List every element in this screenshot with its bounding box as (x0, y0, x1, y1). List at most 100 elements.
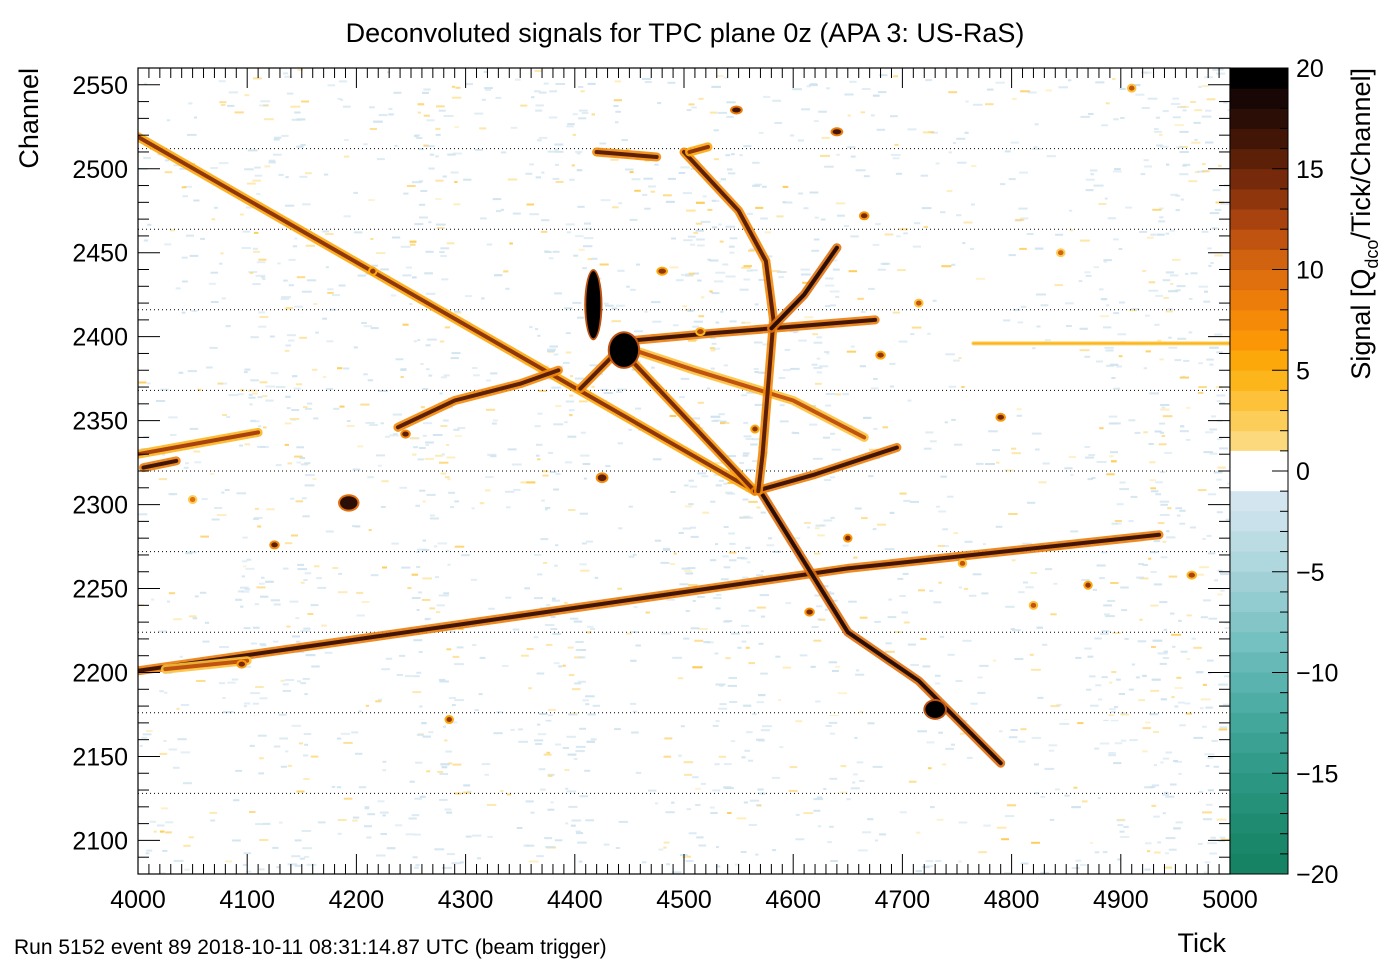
noise-pixel (715, 543, 719, 546)
noise-pixel (1020, 217, 1029, 220)
noise-pixel (1209, 452, 1218, 455)
noise-pixel (574, 682, 582, 685)
noise-pixel (745, 546, 751, 549)
noise-pixel (741, 624, 749, 627)
noise-pixel (1099, 742, 1110, 745)
noise-pixel (256, 193, 261, 195)
noise-pixel (1011, 452, 1021, 455)
noise-pixel (931, 131, 938, 134)
noise-pixel (521, 654, 529, 657)
noise-pixel (743, 435, 752, 438)
noise-pixel (762, 185, 767, 188)
noise-pixel (465, 83, 473, 86)
noise-pixel (419, 795, 426, 798)
color-scale-bin (1230, 249, 1288, 270)
noise-pixel (218, 682, 226, 685)
noise-pixel (999, 730, 1003, 733)
noise-pixel (726, 115, 734, 118)
noise-pixel (381, 480, 389, 483)
noise-pixel (294, 111, 301, 114)
noise-pixel (963, 587, 969, 590)
noise-pixel (567, 123, 575, 126)
noise-pixel (771, 776, 781, 779)
noise-pixel (255, 686, 264, 688)
noise-pixel (1070, 530, 1079, 533)
noise-pixel (440, 376, 447, 379)
noise-pixel (1210, 836, 1216, 839)
noise-pixel (858, 849, 868, 852)
noise-pixel (1020, 728, 1027, 731)
noise-pixel (944, 421, 948, 424)
color-scale-bin (1230, 430, 1288, 452)
deposit-core (877, 352, 884, 358)
noise-pixel (825, 277, 834, 280)
noise-pixel (899, 492, 907, 495)
noise-pixel (778, 276, 784, 279)
noise-pixel (742, 498, 749, 501)
noise-pixel (748, 500, 758, 503)
noise-pixel (682, 527, 692, 530)
noise-pixel (1034, 247, 1044, 250)
noise-pixel (848, 600, 857, 603)
noise-pixel (438, 109, 446, 112)
noise-pixel (284, 443, 289, 446)
noise-pixel (164, 243, 172, 246)
noise-pixel (187, 370, 197, 373)
noise-pixel (785, 602, 792, 605)
noise-pixel (413, 639, 423, 642)
noise-pixel (846, 350, 857, 353)
noise-pixel (433, 545, 438, 548)
noise-pixel (173, 618, 182, 621)
noise-pixel (1064, 302, 1074, 305)
noise-pixel (731, 632, 740, 635)
color-scale-bin (1230, 148, 1288, 170)
noise-pixel (884, 548, 895, 551)
noise-pixel (923, 447, 932, 450)
noise-pixel (477, 857, 481, 860)
noise-pixel (1155, 481, 1163, 484)
z-tick-label: 15 (1296, 156, 1324, 184)
noise-pixel (253, 250, 260, 253)
noise-pixel (603, 843, 610, 846)
noise-pixel (719, 240, 724, 243)
noise-pixel (726, 101, 736, 104)
noise-pixel (825, 305, 831, 308)
noise-pixel (591, 113, 595, 116)
x-axis-label: Tick (1178, 928, 1227, 958)
noise-pixel (205, 621, 210, 624)
noise-pixel (1085, 274, 1092, 277)
noise-pixel (1194, 109, 1203, 112)
noise-pixel (697, 279, 702, 282)
noise-pixel (928, 131, 935, 134)
noise-pixel (391, 542, 399, 545)
noise-pixel (901, 611, 909, 614)
noise-pixel (289, 418, 300, 420)
noise-pixel (537, 573, 543, 576)
noise-pixel (474, 148, 483, 151)
noise-pixel (687, 567, 696, 570)
z-tick-label: 5 (1296, 357, 1310, 385)
noise-pixel (265, 385, 275, 388)
noise-pixel (259, 104, 268, 107)
noise-pixel (1170, 612, 1175, 615)
noise-pixel (801, 108, 810, 111)
noise-pixel (760, 217, 768, 220)
noise-pixel (752, 713, 757, 716)
noise-pixel (850, 235, 859, 238)
noise-pixel (898, 340, 908, 343)
noise-pixel (925, 79, 933, 82)
noise-pixel (568, 674, 575, 677)
noise-pixel (690, 417, 700, 420)
noise-pixel (1142, 674, 1147, 677)
noise-pixel (241, 560, 248, 563)
noise-pixel (412, 453, 417, 456)
noise-pixel (260, 100, 271, 103)
noise-pixel (665, 811, 675, 814)
noise-pixel (488, 607, 495, 610)
noise-pixel (361, 322, 367, 324)
noise-pixel (651, 366, 655, 369)
noise-pixel (1213, 471, 1223, 474)
noise-pixel (254, 516, 263, 519)
noise-pixel (813, 120, 819, 123)
noise-pixel (715, 593, 722, 596)
